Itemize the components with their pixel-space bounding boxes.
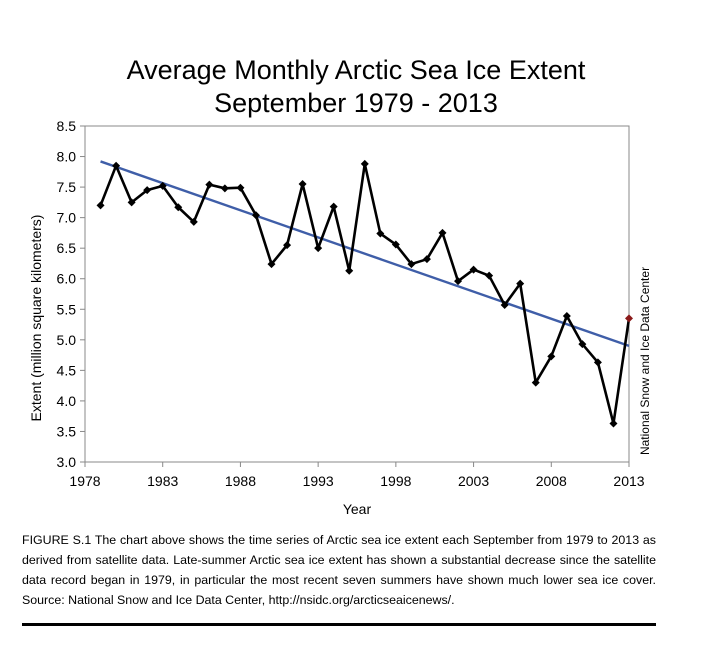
data-point (158, 181, 167, 190)
y-tick-label: 4.0 (57, 393, 77, 409)
data-point (251, 211, 260, 220)
data-point (593, 358, 602, 367)
data-point (500, 300, 509, 309)
data-point (422, 255, 431, 264)
data-point (205, 180, 214, 189)
x-tick-label: 2008 (536, 473, 567, 489)
y-tick-label: 8.0 (57, 149, 77, 165)
data-point (609, 419, 618, 428)
data-point (143, 186, 152, 195)
data-point (562, 311, 571, 320)
sea-ice-chart: Average Monthly Arctic Sea Ice Extent Se… (28, 55, 652, 517)
data-point (189, 217, 198, 226)
y-tick-label: 7.0 (57, 210, 77, 226)
y-tick-label: 6.5 (57, 240, 77, 256)
data-point (531, 378, 540, 387)
y-tick-label: 3.0 (57, 454, 77, 470)
figure-caption: FIGURE S.1 The chart above shows the tim… (22, 533, 656, 607)
trend-line (100, 160, 630, 348)
data-point (283, 241, 292, 250)
x-tick-label: 1988 (225, 473, 256, 489)
data-point (329, 202, 338, 211)
data-point (547, 352, 556, 361)
data-point-highlight (625, 314, 633, 323)
y-tick-label: 5.0 (57, 332, 77, 348)
data-point (174, 203, 183, 212)
data-point (485, 271, 494, 280)
x-tick-label: 2013 (613, 473, 644, 489)
data-point (345, 266, 354, 275)
x-tick-label: 1993 (303, 473, 334, 489)
data-point (454, 277, 463, 286)
y-tick-label: 8.5 (57, 118, 77, 134)
source-label: National Snow and Ice Data Center (638, 267, 652, 455)
chart-title-line-1: Average Monthly Arctic Sea Ice Extent (127, 55, 586, 85)
data-point (267, 260, 276, 269)
data-point (438, 228, 447, 237)
data-point (407, 260, 416, 269)
x-tick-label: 2003 (458, 473, 489, 489)
y-axis-ticks: 3.0 3.5 4.0 4.5 5.0 5.5 6.0 6.5 7.0 7.5 8.0 8.5 (57, 118, 85, 470)
bottom-rule (22, 623, 656, 626)
data-point (578, 340, 587, 349)
y-axis-label: Extent (million square kilometers) (28, 215, 44, 422)
data-point (391, 240, 400, 249)
x-tick-label: 1998 (380, 473, 411, 489)
x-axis-label: Year (343, 501, 372, 517)
data-point (360, 159, 369, 168)
data-point (220, 184, 229, 193)
y-tick-label: 4.5 (57, 362, 77, 378)
x-axis-ticks: 1978 1983 1988 1993 1998 2003 2008 2013 (69, 462, 645, 489)
data-point (516, 279, 525, 288)
data-point (112, 161, 121, 170)
data-point (314, 244, 323, 253)
y-tick-label: 5.5 (57, 301, 77, 317)
y-tick-label: 3.5 (57, 423, 77, 439)
data-points (96, 159, 633, 428)
data-point (298, 180, 307, 189)
data-point (469, 265, 478, 274)
x-tick-label: 1978 (69, 473, 100, 489)
plot-area (84, 125, 630, 463)
chart-title-line-2: September 1979 - 2013 (214, 88, 498, 118)
data-point (96, 201, 105, 210)
series-line-sea-ice-extent (99, 162, 631, 425)
x-tick-label: 1983 (147, 473, 178, 489)
data-point (376, 229, 385, 238)
data-point (127, 198, 136, 207)
data-point (236, 183, 245, 192)
y-tick-label: 6.0 (57, 271, 77, 287)
y-tick-label: 7.5 (57, 179, 77, 195)
